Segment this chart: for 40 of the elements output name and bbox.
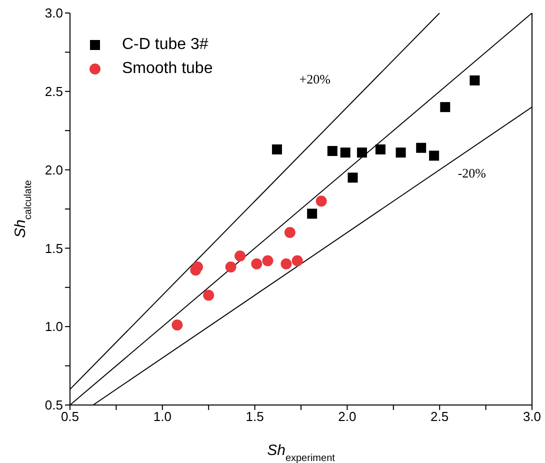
x-tick-label: 1.5 <box>246 409 264 424</box>
point <box>327 146 338 156</box>
point <box>225 262 236 273</box>
point <box>416 142 426 153</box>
point <box>280 258 292 270</box>
y-tick-label: 0.5 <box>44 398 63 413</box>
point <box>172 320 183 331</box>
point <box>292 255 303 266</box>
y-tick-label: 3.0 <box>44 6 63 21</box>
point <box>340 148 350 158</box>
x-tick-label: 2.5 <box>430 409 449 424</box>
legend-label: Smooth tube <box>122 60 213 78</box>
x-tick-label: 3.0 <box>522 409 542 424</box>
x-axis-title: Sh$_{experiment}$ <box>267 442 336 463</box>
point <box>440 102 450 112</box>
point <box>192 262 204 273</box>
x-tick-label: 0.5 <box>60 409 80 424</box>
annotation: +20% <box>299 72 331 87</box>
y-tick-label: 1.0 <box>44 319 63 334</box>
point <box>251 258 262 270</box>
point <box>203 290 214 301</box>
point <box>429 150 440 161</box>
point <box>316 196 327 207</box>
point <box>262 255 274 266</box>
legend-label: C-D tube 3# <box>122 36 208 54</box>
point <box>272 144 282 154</box>
point <box>470 75 480 86</box>
point <box>396 148 406 158</box>
point <box>307 208 318 219</box>
point <box>375 144 386 154</box>
y-tick-label: 2.0 <box>44 162 63 178</box>
point <box>356 148 367 158</box>
y-tick-label: 1.5 <box>44 240 63 256</box>
y-tick-label: 2.5 <box>44 84 63 100</box>
point <box>234 250 246 262</box>
annotation: -20% <box>458 166 486 181</box>
point <box>348 172 358 183</box>
x-tick-label: 2.0 <box>338 409 356 424</box>
point <box>284 227 296 238</box>
x-tick-label: 1.0 <box>153 409 172 424</box>
